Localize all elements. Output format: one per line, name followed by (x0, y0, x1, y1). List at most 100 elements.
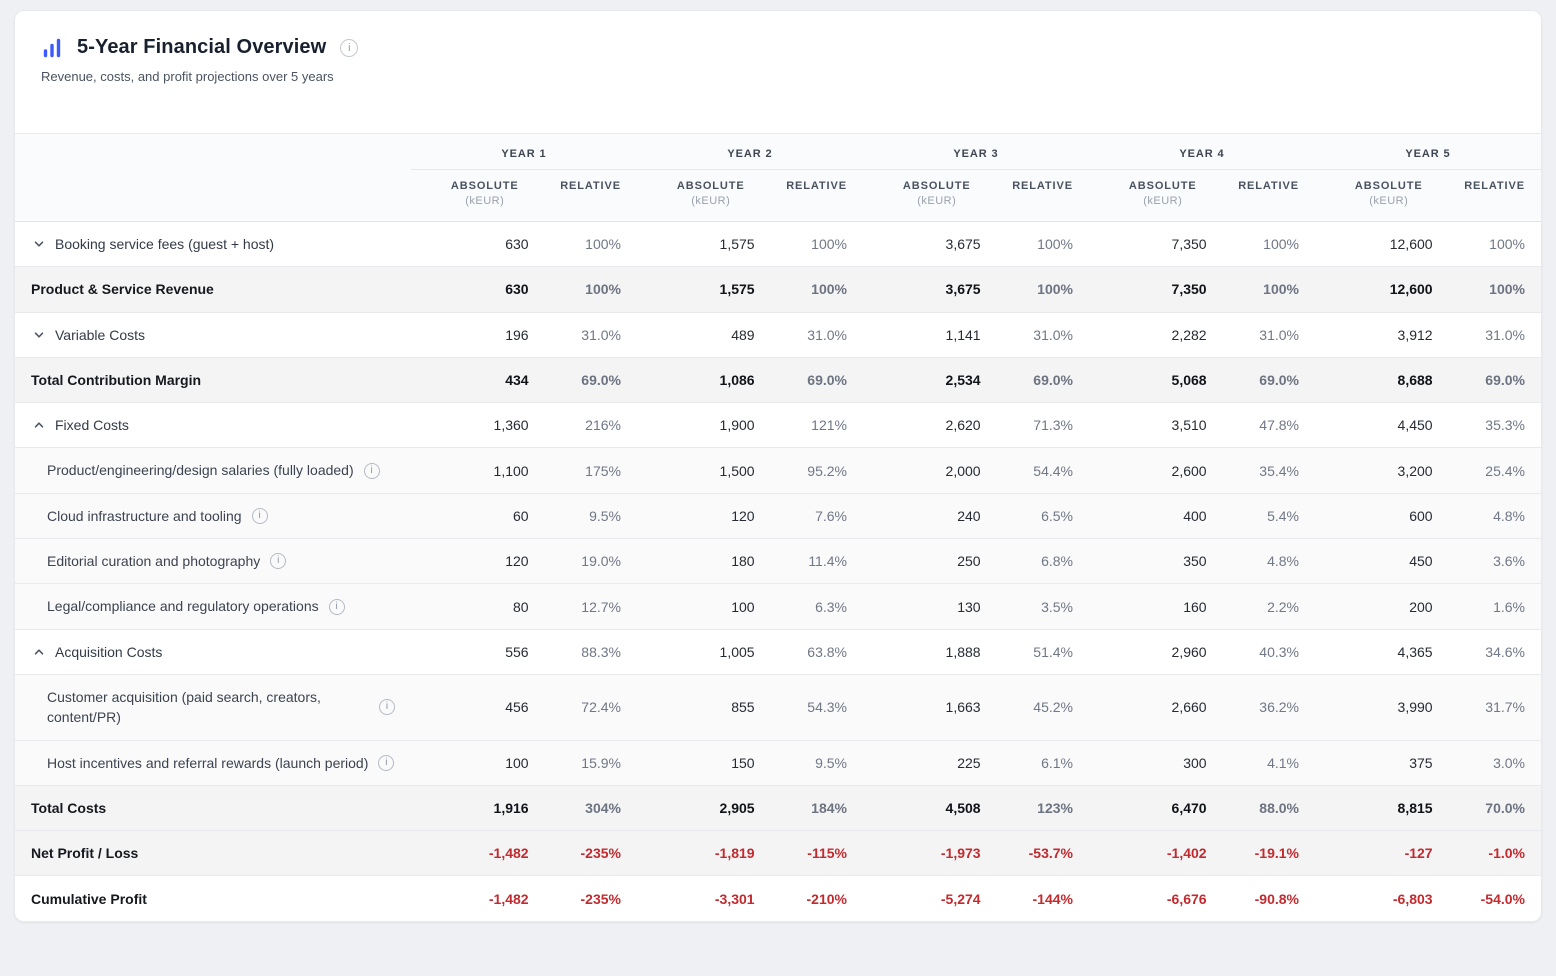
absolute-value: 60 (513, 507, 529, 524)
table-row[interactable]: Acquisition Costs 556 88.3% 1,005 63.8% 1,888… (15, 629, 1541, 675)
relative-value: 70.0% (1485, 800, 1525, 816)
relative-value: 4.8% (1493, 507, 1525, 524)
relative-value: -1.0% (1488, 845, 1525, 862)
absolute-value: 1,663 (945, 699, 981, 716)
card-header: 5-Year Financial Overview i Revenue, cos… (15, 11, 1541, 134)
info-icon[interactable]: i (379, 699, 395, 716)
relative-value: 4.8% (1267, 553, 1299, 570)
absolute-value: -1,973 (940, 845, 981, 862)
relative-column-header: RELATIVE (1464, 180, 1525, 192)
year-values: 250 6.8% (863, 553, 1089, 569)
year-values: 7,350 100% (1089, 281, 1315, 297)
year-header-row: YEAR 1 YEAR 2 YEAR 3 YEAR 4 YEAR 5 (15, 134, 1541, 170)
row-label-cell: Fixed Costs (31, 403, 411, 447)
absolute-value: 130 (957, 598, 981, 615)
year-values: 2,620 71.3% (863, 417, 1089, 433)
year-values: 3,990 31.7% (1315, 699, 1541, 715)
info-icon[interactable]: i (378, 754, 395, 771)
year-values: -1,402 -19.1% (1089, 845, 1315, 861)
chevron-up-icon[interactable] (31, 644, 47, 660)
page-title: 5-Year Financial Overview (77, 36, 327, 58)
absolute-value: 100 (731, 598, 755, 615)
relative-value: 3.0% (1493, 754, 1525, 771)
absolute-value: 1,900 (719, 417, 755, 434)
relative-value: 34.6% (1485, 643, 1525, 660)
absolute-value: 2,600 (1171, 462, 1207, 479)
year-values: 6,470 88.0% (1089, 800, 1315, 816)
absolute-value: 855 (731, 699, 755, 716)
year-values: 100 15.9% (411, 755, 637, 771)
year-values: 4,450 35.3% (1315, 417, 1541, 433)
year-column-header: YEAR 1 (411, 134, 637, 170)
relative-value: 15.9% (581, 754, 621, 771)
year-values: 2,660 36.2% (1089, 699, 1315, 715)
chevron-down-icon[interactable] (31, 327, 47, 343)
relative-value: 100% (1489, 236, 1525, 253)
relative-value: 100% (811, 281, 847, 298)
table-row: Net Profit / Loss -1,482 -235% -1,819 -115% -… (15, 831, 1541, 877)
absolute-value: 150 (731, 754, 755, 771)
year-values: 120 7.6% (637, 508, 863, 524)
relative-value: 72.4% (581, 699, 621, 716)
relative-value: 25.4% (1485, 462, 1525, 479)
absolute-value: 225 (957, 754, 981, 771)
absolute-value: -1,819 (714, 845, 755, 862)
info-icon[interactable]: i (270, 553, 287, 570)
relative-value: 12.7% (581, 598, 621, 615)
relative-value: 6.1% (1041, 754, 1073, 771)
relative-value: -54.0% (1480, 890, 1525, 907)
absolute-value: 4,508 (945, 800, 981, 816)
row-label-cell: Customer acquisition (paid search, creat… (31, 675, 411, 740)
absolute-value: 1,575 (719, 236, 755, 253)
table-row[interactable]: Fixed Costs 1,360 216% 1,900 121% 2,620 71.3% 3… (15, 403, 1541, 449)
table-body: Booking service fees (guest + host) 630 10… (15, 222, 1541, 922)
row-label-cell: Legal/compliance and regulatory operatio… (31, 584, 411, 628)
table-row[interactable]: Variable Costs 196 31.0% 489 31.0% 1,141 31.0%… (15, 312, 1541, 358)
year-column-header: YEAR 2 (637, 134, 863, 170)
relative-value: 35.4% (1259, 462, 1299, 479)
year-values: 180 11.4% (637, 553, 863, 569)
relative-value: 100% (1263, 236, 1299, 253)
relative-value: 100% (1263, 281, 1299, 298)
year-values: 1,500 95.2% (637, 463, 863, 479)
table-header: YEAR 1 YEAR 2 YEAR 3 YEAR 4 YEAR 5 ABSOL… (15, 134, 1541, 222)
info-icon[interactable]: i (328, 598, 345, 615)
year-column-header: YEAR 3 (863, 134, 1089, 170)
row-label: Legal/compliance and regulatory operatio… (47, 598, 319, 615)
relative-value: 304% (585, 800, 621, 816)
year-values: 60 9.5% (411, 508, 637, 524)
relative-value: 5.4% (1267, 507, 1299, 524)
relative-value: -210% (806, 890, 847, 907)
absolute-value: -127 (1404, 845, 1433, 862)
absolute-value: 375 (1409, 754, 1433, 771)
year-values: -6,803 -54.0% (1315, 891, 1541, 907)
row-label-cell: Total Contribution Margin (31, 358, 411, 402)
info-icon[interactable]: i (340, 38, 359, 57)
year-values: 350 4.8% (1089, 553, 1315, 569)
year-values: 300 4.1% (1089, 755, 1315, 771)
year-values: 5,068 69.0% (1089, 372, 1315, 388)
relative-value: 6.3% (815, 598, 847, 615)
relative-value: 1.6% (1493, 598, 1525, 615)
relative-value: 71.3% (1033, 417, 1073, 434)
row-label: Cumulative Profit (31, 890, 147, 907)
relative-value: 9.5% (815, 754, 847, 771)
relative-value: -235% (580, 845, 621, 862)
absolute-value: 80 (513, 598, 529, 615)
relative-value: 35.3% (1485, 417, 1525, 434)
table-row[interactable]: Booking service fees (guest + host) 630 10… (15, 222, 1541, 268)
absolute-value: 250 (957, 553, 981, 570)
absolute-value: 3,912 (1397, 326, 1433, 343)
chevron-down-icon[interactable] (31, 236, 47, 252)
year-values: 3,912 31.0% (1315, 327, 1541, 343)
relative-column-header: RELATIVE (560, 180, 621, 192)
year-values: 12,600 100% (1315, 236, 1541, 252)
absolute-value: 12,600 (1389, 281, 1433, 298)
chevron-up-icon[interactable] (31, 417, 47, 433)
row-label: Booking service fees (guest + host) (55, 236, 275, 252)
row-label-cell: Product/engineering/design salaries (ful… (31, 448, 411, 492)
info-icon[interactable]: i (363, 462, 380, 479)
info-icon[interactable]: i (251, 507, 268, 524)
relative-value: 100% (585, 236, 621, 253)
row-label: Editorial curation and photography (47, 553, 261, 570)
